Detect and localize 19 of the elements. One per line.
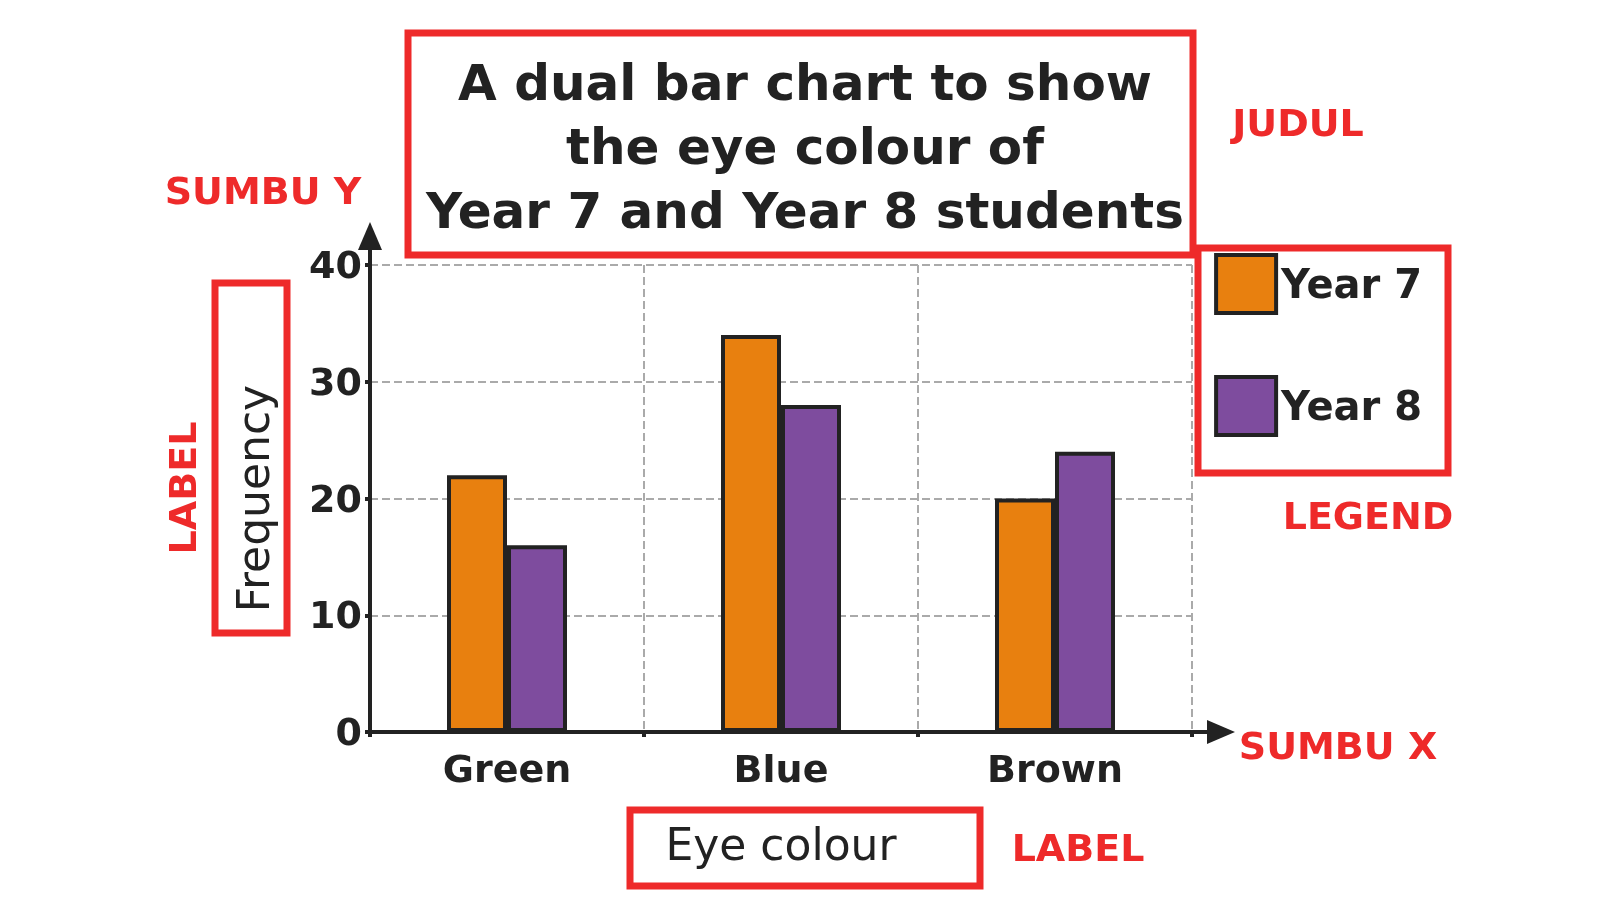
y-tick-label: 40	[309, 243, 362, 287]
x-tick-label: Blue	[733, 747, 829, 791]
y-tick-label: 10	[309, 593, 362, 638]
y-tick-label: 20	[309, 476, 362, 521]
text: JUDUL	[1229, 101, 1364, 145]
legend-label: Year 8	[1280, 383, 1423, 429]
text: SUMBU X	[1238, 724, 1438, 768]
x-tick-label: Green	[442, 747, 572, 791]
y-tick-label: 30	[309, 359, 362, 404]
y-tick-label: 0	[335, 710, 362, 754]
y-axis-title: Frequency	[227, 384, 279, 613]
text: LEGEND	[1282, 494, 1454, 538]
chart-title: A dual bar chart to show the eye colour of Year 7 and Year 8 students	[425, 54, 1184, 240]
legend-label: Year 7	[1280, 261, 1423, 307]
text: SUMBU Y	[164, 169, 362, 213]
x-tick-label: Brown	[987, 747, 1123, 791]
text: LABEL	[1011, 826, 1145, 870]
text: LABEL	[161, 421, 205, 555]
x-axis-title: Eye colour	[665, 818, 898, 870]
